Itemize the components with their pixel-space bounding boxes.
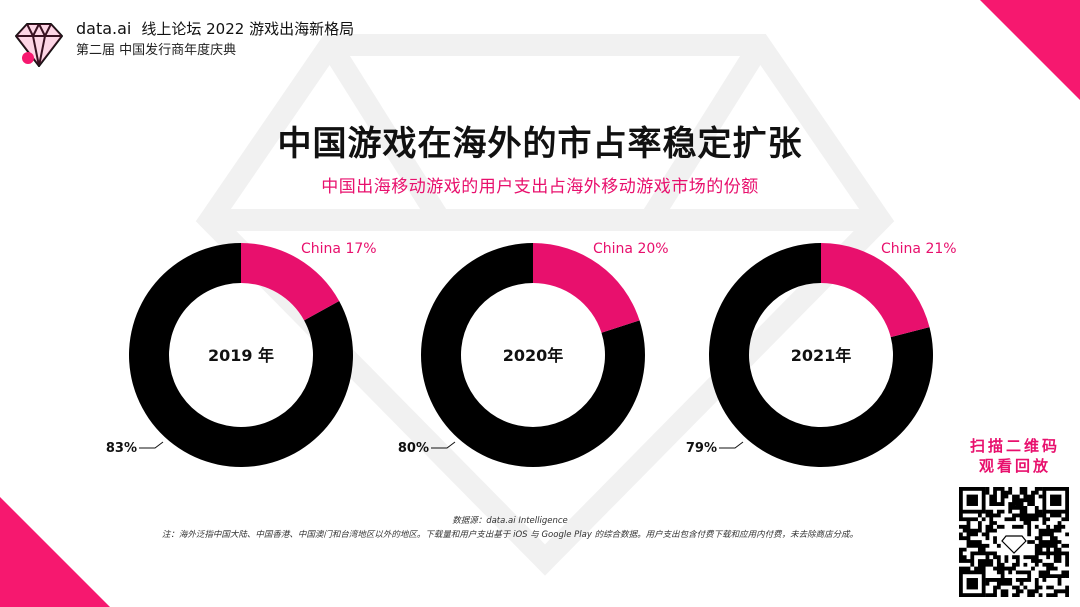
event-subtitle: 第二届 中国发行商年度庆典 <box>76 43 237 58</box>
qr-label-line-1: 扫描二维码 <box>969 437 1060 455</box>
donut-chart-3: 2021年 China 21% 79% <box>686 241 957 467</box>
rest-share-label: 79% <box>686 441 717 456</box>
china-share-label: China 21% <box>881 241 957 257</box>
donut-slice-china <box>241 243 340 321</box>
page-title: 中国游戏在海外的市占率稳定扩张 <box>277 124 803 164</box>
rest-share-label: 83% <box>106 441 137 456</box>
donut-center-label: 2020年 <box>503 346 564 365</box>
event-title: 线上论坛 2022 游戏出海新格局 <box>141 20 355 38</box>
donut-slice-china <box>533 243 640 333</box>
donut-chart-2: 2020年 China 20% 80% <box>398 241 669 467</box>
donut-slice-china <box>821 243 930 338</box>
donut-chart-1: 2019 年 China 17% 83% <box>106 241 377 468</box>
donut-slice-rest <box>709 243 933 467</box>
corner-decoration-top-right <box>980 0 1080 100</box>
donut-center-label: 2021年 <box>791 346 852 365</box>
rest-share-label: 80% <box>398 441 429 456</box>
data-source: 数据源：data.ai Intelligence <box>452 516 568 526</box>
donut-slice-rest <box>129 243 353 468</box>
footnote: 注：海外泛指中国大陆、中国香港、中国澳门和台湾地区以外的地区。下载量和用户支出基… <box>161 530 859 540</box>
header: data.ai 线上论坛 2022 游戏出海新格局 第二届 中国发行商年度庆典 <box>14 18 354 70</box>
rest-label-leader-line <box>719 441 744 449</box>
china-share-label: China 20% <box>593 241 669 257</box>
qr-label-line-2: 观看回放 <box>978 457 1051 475</box>
china-share-label: China 17% <box>301 241 377 257</box>
donut-slice-rest <box>421 243 645 467</box>
qr-label: 扫描二维码 观看回放 <box>956 436 1074 476</box>
qr-code-icon[interactable] <box>959 487 1069 597</box>
donut-center-label: 2019 年 <box>208 346 274 365</box>
header-line-1: data.ai 线上论坛 2022 游戏出海新格局 <box>76 18 354 40</box>
corner-decoration-bottom-left <box>0 497 110 607</box>
rest-label-leader-line <box>139 441 164 449</box>
rest-label-leader-line <box>431 441 456 449</box>
brand-name: data.ai <box>76 19 132 38</box>
diamond-logo-icon <box>15 23 63 67</box>
page-subtitle: 中国出海移动游戏的用户支出占海外移动游戏市场的份额 <box>321 177 759 197</box>
